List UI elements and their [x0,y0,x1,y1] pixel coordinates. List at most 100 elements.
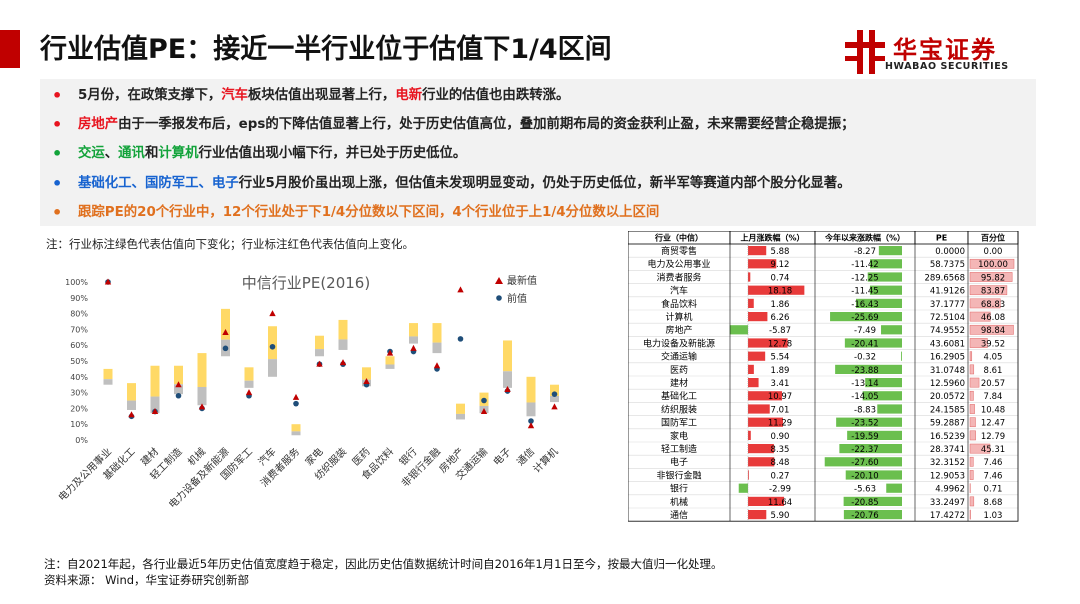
bullet-dot-icon: • [52,203,63,222]
ytd-change-bar [836,417,902,427]
latest-value-point [363,378,370,385]
bullet-segment: 、 [104,146,119,161]
latest-value-point [527,422,535,429]
range-bar-lower [103,379,113,385]
previous-value-point [457,336,464,342]
month-change-bar [748,430,751,440]
range-bar-lower [409,336,418,344]
bullet-segment: 计算机 [158,146,199,161]
latest-value-point [245,389,253,396]
table-pe: 33.2497 [930,498,965,508]
legend-previous-marker [496,295,502,301]
table-percentile: 4.05 [984,353,1003,363]
bullet-item: • 基础化工、国防军工、电子行业5月股价虽出现上涨，但估值未发现明显变动，仍处于历… [40,170,1036,198]
y-tick-label: 90% [70,294,88,303]
table-industry-name: 交通运输 [661,351,697,363]
bullet-text: 房地产由于一季报发布后，eps的下降估值显著上行，处于历史估值高位，叠加前期布局… [78,111,855,139]
ytd-change-bar [869,285,902,295]
table-month-change: 5.88 [771,247,790,257]
table-pe: 289.6568 [924,273,965,283]
legend-latest-marker [495,277,503,284]
y-tick-label: 30% [70,389,88,398]
y-tick-label: 100% [65,278,88,287]
table-ytd-change: -25.69 [851,313,878,323]
range-bar-lower [244,380,254,388]
table-ytd-change: -20.41 [851,339,878,349]
range-bar-lower [385,364,395,369]
table-pe: 28.3741 [930,445,965,455]
percentile-bar [969,311,991,322]
table-industry-name: 计算机 [665,311,692,323]
summary-bullets: • 5月份，在政策支撑下，汽车板块估值出现显著上行，电新行业的估值也由跌转涨。 • 房… [40,79,1036,226]
ytd-change-bar [844,338,902,348]
month-change-bar [748,457,775,467]
range-bar-upper [432,323,442,343]
table-ytd-change: -11.42 [851,260,878,270]
range-bar-lower [291,431,301,436]
table-industry-name: 汽车 [670,285,688,297]
table-industry-name: 基础化工 [661,390,697,402]
table-pe: 12.5960 [930,379,965,389]
latest-value-point [433,362,441,369]
table-pe: 16.2905 [930,353,965,363]
month-change-bar [748,351,766,361]
table-percentile: 7.46 [984,458,1003,468]
percentile-bar [969,443,991,454]
month-change-bar [748,391,783,401]
chart-title: 中信行业PE(2016) [242,274,370,292]
table-industry-name: 银行 [670,483,688,495]
ytd-change-bar [867,272,902,282]
table-ytd-change: -16.43 [851,300,878,310]
month-change-bar [729,325,748,335]
bullet-text: 跟踪PE的20个行业中，12个行业处于下1/4分位数以下区间，4个行业位于上1/… [78,199,659,227]
bullet-dot-icon: • [52,144,63,163]
table-month-change: 9.12 [771,260,790,270]
table-ytd-change: -20.85 [851,498,878,508]
table-industry-name: 家电 [670,430,688,442]
month-change-bar [748,285,805,295]
range-bar-upper [503,340,512,372]
table-industry-name: 电力设备及新能源 [643,337,715,349]
ytd-change-bar [824,457,902,467]
table-month-change: 1.89 [771,366,790,376]
y-tick-label: 80% [70,310,88,319]
table-ytd-change: -20.76 [851,511,878,521]
bullet-dot-icon: • [52,115,63,134]
table-percentile: 7.46 [984,471,1003,481]
range-bar-upper [291,424,301,432]
table-ytd-change: -14.05 [851,392,878,402]
range-bar-upper [338,319,348,340]
legend-latest-label: 最新值 [507,274,537,287]
percentile-bar [969,496,975,507]
table-percentile: 45.31 [981,445,1005,455]
table-industry-name: 建材 [670,377,688,389]
ytd-change-bar [843,510,902,520]
percentile-bar [969,351,973,362]
table-ytd-change: -22.37 [851,445,878,455]
table-month-change: 1.86 [771,300,790,310]
table-header-text: 上月涨跌幅（%） [740,233,804,243]
table-ytd-change: -11.45 [851,287,878,297]
table-ytd-change: -8.83 [854,405,876,415]
range-bar-lower [197,386,207,406]
range-bar-lower [432,342,442,354]
month-change-bar [748,444,774,454]
table-header-text: 行业（中信） [654,233,703,243]
table-percentile: 95.82 [981,273,1005,283]
bullet-item: • 跟踪PE的20个行业中，12个行业处于下1/4分位数以下区间，4个行业位于上1… [40,199,1036,227]
bullet-segment: 基础化工、国防军工、电子 [78,176,239,191]
range-bar-upper [268,326,277,360]
table-month-change: 3.41 [771,379,790,389]
table-month-change: -2.99 [769,485,791,495]
table-pe: 12.9053 [930,471,965,481]
previous-value-point [222,345,229,352]
table-ytd-change: -13.14 [851,379,878,389]
range-bar-lower [456,413,465,420]
table-ytd-change: -27.60 [851,458,878,468]
y-tick-label: 70% [70,325,88,334]
table-percentile: 1.03 [984,511,1003,521]
table-month-change: 12.78 [768,339,792,349]
table-percentile: 68.83 [981,300,1005,310]
table-pe: 59.2887 [930,419,965,429]
